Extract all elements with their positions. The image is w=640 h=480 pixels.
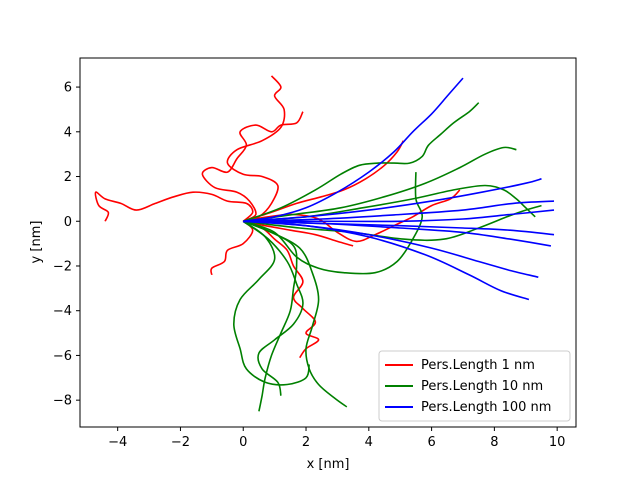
x-tick-label: 2 (302, 435, 310, 450)
series-0-trajectory-0 (94, 191, 254, 222)
series-2-trajectory-5 (243, 220, 552, 247)
x-tick-label: −2 (171, 435, 190, 450)
series-0-trajectory-1 (201, 111, 304, 223)
series-1-trajectory-7 (233, 220, 310, 386)
series-0-trajectory-3 (210, 220, 254, 276)
series-2-trajectory-2 (243, 200, 555, 223)
series-1-trajectory-1 (243, 146, 517, 223)
x-tick-label: 10 (549, 435, 566, 450)
legend-label-pers-length-1nm: Pers.Length 1 nm (421, 358, 535, 373)
series-2-trajectory-0 (243, 77, 464, 223)
series-1-trajectory-3 (243, 204, 542, 242)
series-2-trajectory-7 (243, 220, 530, 301)
y-tick-label: 0 (64, 215, 72, 230)
series-1-trajectory-4 (242, 172, 424, 275)
series-0-trajectory-2 (226, 75, 286, 223)
y-axis-label: y [nm] (29, 221, 44, 264)
x-axis-label: x [nm] (307, 457, 350, 472)
y-tick-label: −8 (53, 394, 72, 409)
y-tick-label: 4 (64, 125, 72, 140)
x-axis-ticks: −4 −2 0 2 4 6 8 10 (108, 427, 565, 450)
series-2-trajectory-1 (243, 178, 542, 223)
y-tick-label: 6 (64, 81, 72, 96)
x-tick-label: 4 (365, 435, 373, 450)
series-1-trajectory-8 (242, 220, 298, 412)
series-0-trajectory-7 (243, 220, 354, 247)
legend-label-pers-length-10nm: Pers.Length 10 nm (421, 379, 543, 394)
legend-label-pers-length-100nm: Pers.Length 100 nm (421, 400, 551, 415)
legend-box (378, 350, 571, 422)
plot-frame (79, 57, 577, 428)
series-2-trajectory-3 (243, 209, 555, 223)
y-tick-label: −2 (53, 259, 72, 274)
plot-lines (94, 75, 555, 412)
y-tick-label: −4 (53, 304, 72, 319)
y-tick-label: −6 (53, 349, 72, 364)
legend: Pers.Length 1 nm Pers.Length 10 nm Pers.… (378, 350, 571, 422)
y-axis-ticks: −8 −6 −4 −2 0 2 4 6 (53, 81, 80, 409)
series-1-trajectory-6 (242, 220, 348, 408)
x-tick-label: 8 (490, 435, 498, 450)
series-0-trajectory-6 (242, 140, 405, 223)
y-tick-label: 2 (64, 170, 72, 185)
x-tick-label: −4 (108, 435, 127, 450)
series-0-trajectory-4 (242, 220, 320, 359)
series-1-trajectory-0 (242, 102, 480, 223)
x-tick-label: 0 (239, 435, 247, 450)
x-tick-label: 6 (427, 435, 435, 450)
